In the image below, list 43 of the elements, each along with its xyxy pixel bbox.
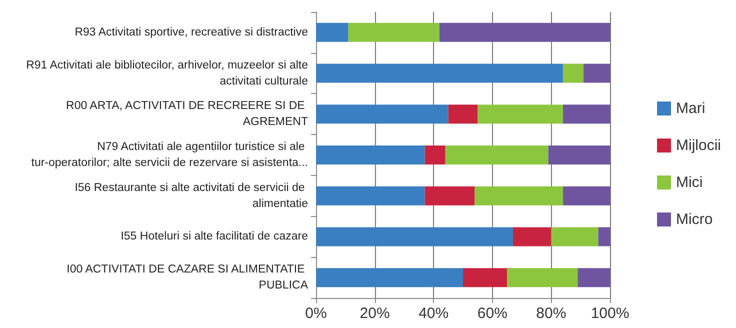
- bar: [562, 104, 610, 124]
- bar: [439, 22, 610, 42]
- x-tick-label: 100%: [590, 305, 630, 322]
- x-tick-label: 60%: [477, 305, 508, 322]
- legend-label: Mari: [676, 100, 706, 117]
- bar: [463, 268, 508, 288]
- y-tick-label: R91 Activitati ale bibliotecilor, arhivelor, muzeelor si alte activitati culturale: [26, 59, 308, 88]
- bar: [578, 268, 610, 288]
- bar: [448, 104, 478, 124]
- bar: [551, 227, 598, 246]
- y-tick-label: R93 Activitati sportive, recreative si distractive: [74, 26, 308, 38]
- bar: [598, 227, 610, 246]
- bar: [316, 268, 463, 288]
- x-tick-label: 80%: [536, 305, 566, 322]
- bar: [562, 64, 584, 83]
- bar: [478, 104, 563, 124]
- bar: [316, 22, 348, 42]
- bar: [316, 227, 513, 246]
- legend-label: Mici: [676, 174, 703, 191]
- x-tick-label: 40%: [418, 305, 449, 322]
- bar: [348, 22, 440, 42]
- y-tick-label: N79 Activitati ale agentiilor turistice si ale tur-operatorilor; alte servicii de rezervare si asistenta...: [31, 141, 308, 169]
- bar: [445, 146, 548, 164]
- bar: [512, 227, 552, 246]
- bar: [548, 146, 610, 164]
- bar: [316, 186, 425, 206]
- legend-label: Mijlocii: [676, 137, 721, 154]
- bar: [562, 186, 610, 206]
- bar: [507, 268, 578, 288]
- bar: [424, 186, 475, 206]
- x-tick-label: 20%: [360, 305, 390, 322]
- bar: [424, 146, 446, 164]
- y-tick-label: I56 Restaurante si alte activitati de servicii de alimentatie: [74, 182, 308, 210]
- y-tick-label: I00 ACTIVITATI DE CAZARE SI ALIMENTATIE PUBLICA: [66, 264, 308, 292]
- legend-label: Micro: [676, 211, 713, 228]
- bar: [316, 64, 563, 83]
- bar: [316, 104, 448, 124]
- bar: [474, 186, 563, 206]
- y-tick-label: I55 Hoteluri si alte facilitati de cazare: [120, 230, 308, 243]
- x-tick-label: 0%: [305, 305, 327, 322]
- y-tick-label: R00 ARTA, ACTIVITATI DE RECREERE SI DE AGREMENT: [66, 100, 308, 128]
- bar: [316, 146, 425, 164]
- bar: [584, 64, 610, 83]
